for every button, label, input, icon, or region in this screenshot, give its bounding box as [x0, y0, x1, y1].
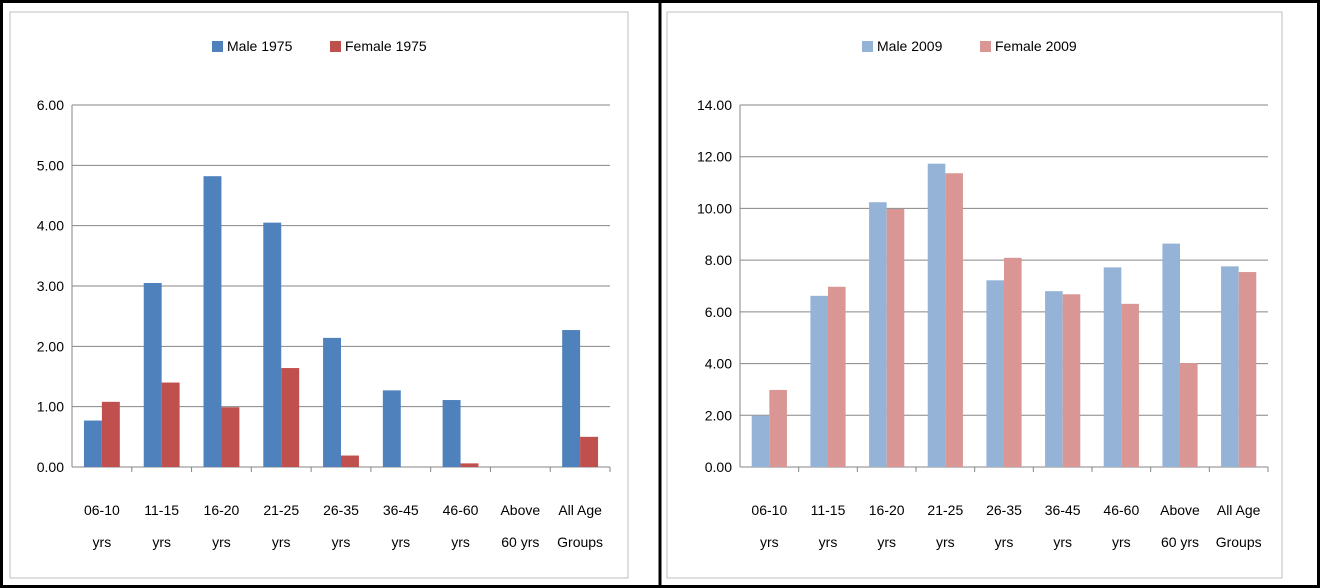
chart-0-bar-s0-c5: [382, 390, 401, 467]
chart-0-x-tick-label: Above: [500, 502, 540, 518]
chart-1-bar-s1-c8: [1238, 272, 1257, 467]
chart-1-x-tick-label: Groups: [1216, 534, 1262, 550]
chart-1-y-tick-label: 12.00: [697, 149, 732, 165]
chart-1-legend-swatch: [862, 41, 873, 52]
chart-1-legend-label: Female 2009: [995, 38, 1077, 54]
chart-1-bar-s1-c4: [1004, 257, 1022, 467]
chart-1-bar-s1-c7: [1180, 363, 1198, 467]
chart-1-y-tick-label: 2.00: [705, 407, 732, 423]
chart-0-y-tick-label: 6.00: [37, 97, 64, 113]
chart-0-bar-s1-c8: [580, 436, 599, 467]
chart-0-legend-swatch: [330, 41, 341, 52]
chart-1-bar-s0-c0: [751, 415, 770, 467]
chart-1-bar-s0-c2: [869, 202, 887, 468]
chart-0-bar-s0-c4: [323, 337, 341, 467]
chart-0-y-tick-label: 1.00: [37, 399, 64, 415]
chart-1-x-tick-label: All Age: [1217, 502, 1261, 518]
chart-1-y-tick-label: 8.00: [705, 252, 732, 268]
chart-0-x-tick-label: All Age: [558, 502, 602, 518]
chart-1-x-tick-label: Above: [1160, 502, 1200, 518]
chart-0-bar-s0-c1: [143, 282, 162, 467]
chart-1-x-tick-label: yrs: [936, 534, 955, 550]
chart-1-y-tick-label: 10.00: [697, 200, 732, 216]
chart-0-x-tick-label: 11-15: [144, 502, 179, 518]
chart-0-y-tick-label: 3.00: [37, 278, 64, 294]
chart-0-bar-s0-c2: [203, 176, 222, 467]
chart-1-bar-s0-c6: [1103, 267, 1122, 467]
chart-0-y-tick-label: 5.00: [37, 157, 64, 173]
chart-1-bar-s0-c7: [1162, 243, 1180, 467]
chart-1-x-tick-label: yrs: [819, 534, 838, 550]
chart-1-bar-s0-c3: [927, 163, 946, 467]
chart-0-bar-s0-c6: [442, 400, 461, 467]
chart-1-bar-s1-c5: [1062, 294, 1081, 467]
chart-1-y-tick-label: 4.00: [705, 356, 732, 372]
chart-1-bar-s0-c5: [1045, 291, 1063, 467]
chart-1-x-tick-label: 11-15: [811, 502, 846, 518]
chart-0-bar-s0-c0: [83, 420, 102, 467]
chart-0-bar-s0-c3: [263, 222, 282, 467]
chart-0-legend-swatch: [212, 41, 223, 52]
chart-1-bar-s0-c8: [1221, 266, 1239, 467]
chart-1-x-tick-label: 16-20: [869, 502, 905, 518]
chart-1-bar-s1-c2: [886, 208, 905, 467]
chart-1-y-tick-label: 14.00: [697, 97, 732, 113]
chart-0-x-tick-label: yrs: [272, 534, 291, 550]
chart-0-bar-s1-c2: [221, 407, 240, 467]
chart-0-legend: Male 1975 Female 1975: [212, 38, 427, 54]
chart-1-x-tick-label: yrs: [760, 534, 779, 550]
chart-1-bar-s1-c0: [769, 389, 787, 467]
chart-1-x-tick-label: 06-10: [751, 502, 787, 518]
chart-0-legend-label: Male 1975: [227, 38, 293, 54]
chart-1-x-tick-label: yrs: [1053, 534, 1072, 550]
chart-0-bar-s1-c4: [341, 455, 359, 467]
chart-0-x-tick-label: yrs: [332, 534, 351, 550]
chart-0-x-tick-label: 06-10: [84, 502, 120, 518]
chart-1-y-tick-label: 6.00: [705, 304, 732, 320]
chart-0-x-tick-label: yrs: [391, 534, 410, 550]
chart-2009-panel: [666, 11, 1283, 579]
chart-1-legend-label: Male 2009: [877, 38, 943, 54]
chart-0-x-tick-label: yrs: [451, 534, 470, 550]
chart-0-y-tick-label: 2.00: [37, 338, 64, 354]
chart-0-x-tick-label: 46-60: [443, 502, 479, 518]
chart-0-x-tick-label: yrs: [212, 534, 231, 550]
chart-0-x-tick-label: 60 yrs: [501, 534, 539, 550]
chart-0-bar-s1-c0: [101, 401, 120, 467]
chart-1-x-tick-label: yrs: [1112, 534, 1131, 550]
chart-0-x-tick-label: yrs: [93, 534, 112, 550]
chart-0-x-tick-label: yrs: [152, 534, 171, 550]
chart-0-bar-s0-c8: [562, 330, 581, 467]
chart-1-bar-s1-c1: [828, 286, 846, 467]
chart-0-bar-s1-c1: [161, 382, 180, 467]
chart-1-x-tick-label: yrs: [995, 534, 1014, 550]
chart-1-bar-s1-c3: [945, 173, 963, 467]
chart-1975-panel: [9, 11, 629, 579]
chart-0-bar-s1-c3: [281, 368, 300, 467]
chart-0-legend-label: Female 1975: [345, 38, 427, 54]
chart-0-y-tick-label: 4.00: [37, 218, 64, 234]
chart-1-legend: Male 2009 Female 2009: [862, 38, 1077, 54]
chart-0-x-tick-label: 36-45: [383, 502, 419, 518]
chart-0-x-tick-label: 26-35: [323, 502, 359, 518]
chart-1-x-tick-label: yrs: [877, 534, 896, 550]
chart-0-bar-s1-c6: [460, 463, 479, 467]
chart-1-legend-swatch: [980, 41, 991, 52]
chart-1-bar-s0-c4: [986, 280, 1004, 467]
chart-0-x-tick-label: 21-25: [263, 502, 299, 518]
chart-1-bar-s1-c6: [1121, 303, 1139, 467]
chart-1-x-tick-label: 46-60: [1103, 502, 1139, 518]
chart-0-x-tick-label: Groups: [557, 534, 603, 550]
chart-1975: 0.00 1.00 2.00 3.00 4.00 5.00 6.00 06-10 yrs 11-1…: [37, 38, 611, 550]
chart-1-y-tick-label: 0.00: [705, 459, 732, 475]
chart-1-bar-s0-c1: [810, 295, 828, 467]
chart-1-x-tick-label: 21-25: [927, 502, 963, 518]
chart-1-x-tick-label: 36-45: [1045, 502, 1081, 518]
chart-2009: 0.00 2.00 4.00 6.00 8.00 10.00 12.00 14.00 06-10…: [697, 38, 1269, 550]
chart-1-x-tick-label: 26-35: [986, 502, 1022, 518]
chart-1-x-tick-label: 60 yrs: [1161, 534, 1199, 550]
chart-0-x-tick-label: 16-20: [204, 502, 240, 518]
chart-0-y-tick-label: 0.00: [37, 459, 64, 475]
